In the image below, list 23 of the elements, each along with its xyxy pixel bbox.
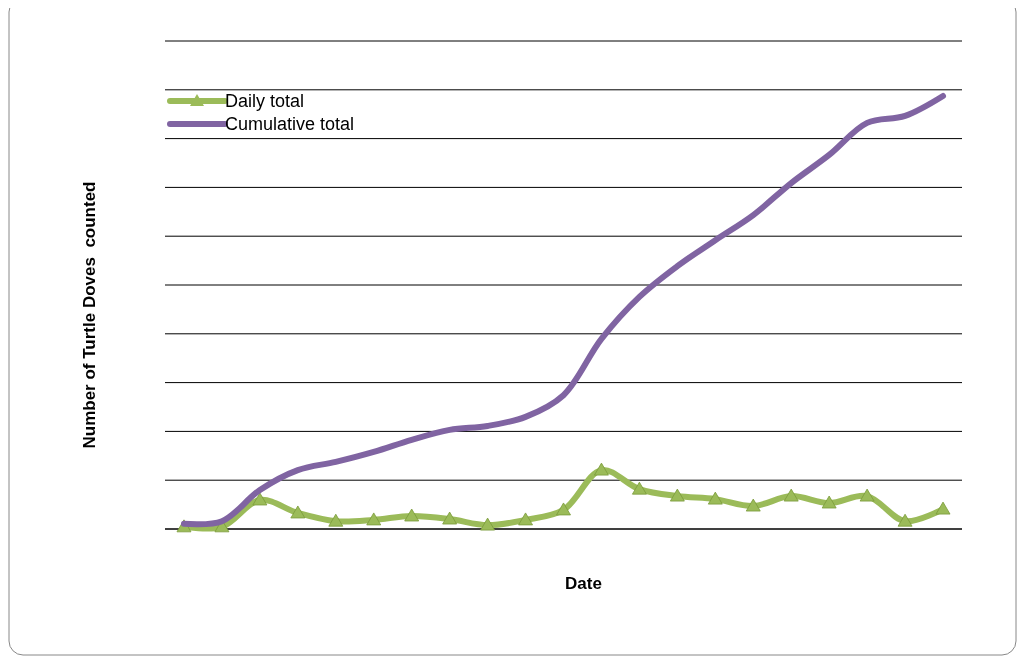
- point: [707, 491, 723, 505]
- point: [366, 512, 382, 526]
- point: [404, 508, 420, 522]
- point: [594, 462, 609, 476]
- point: [556, 502, 571, 516]
- point: [480, 517, 495, 531]
- point: [632, 481, 647, 495]
- point: [821, 495, 837, 509]
- point: [252, 492, 268, 506]
- point: [935, 501, 951, 515]
- legend-label: Cumulative total: [225, 114, 355, 134]
- legend-label: Daily total: [225, 91, 305, 111]
- point: [745, 498, 761, 512]
- y-axis-title: Number of Turtle Doves counted: [80, 181, 99, 449]
- point: [442, 511, 458, 525]
- point: [328, 513, 344, 527]
- point: [518, 512, 533, 526]
- point: [897, 513, 913, 527]
- x-axis-title: Date: [565, 574, 602, 593]
- point: [783, 488, 799, 502]
- point: [859, 488, 875, 502]
- point: [290, 505, 306, 519]
- point: [669, 488, 685, 502]
